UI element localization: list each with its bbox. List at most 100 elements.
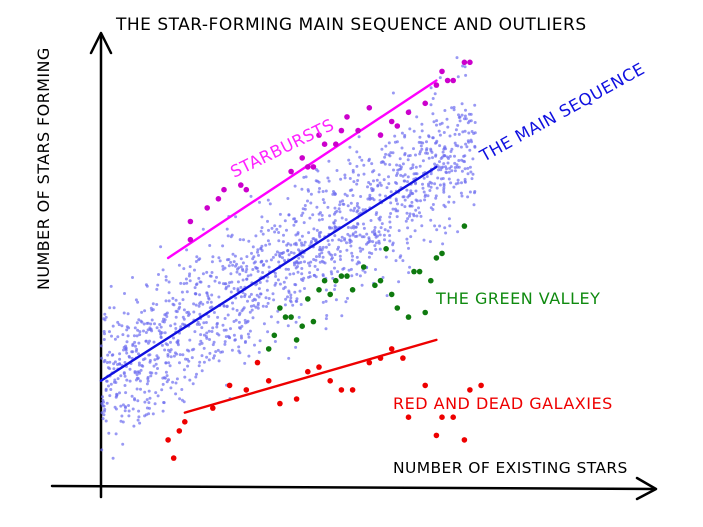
main-sequence-point xyxy=(278,282,282,286)
main-sequence-point xyxy=(443,109,447,112)
main-sequence-point xyxy=(447,157,450,160)
red-and-dead-galaxies-point xyxy=(388,346,395,352)
main-sequence-point xyxy=(215,321,219,325)
main-sequence-point xyxy=(266,330,270,334)
main-sequence-point xyxy=(394,199,398,203)
main-sequence-point xyxy=(469,112,473,116)
main-sequence-point xyxy=(414,208,418,212)
main-sequence-point xyxy=(418,150,422,154)
main-sequence-point xyxy=(339,239,343,243)
main-sequence-point xyxy=(434,194,438,198)
main-sequence-point xyxy=(419,214,423,218)
main-sequence-point xyxy=(333,266,336,270)
main-sequence-point xyxy=(238,351,242,355)
red-and-dead-galaxies-point xyxy=(327,378,334,384)
main-sequence-point xyxy=(127,409,131,413)
main-sequence-point xyxy=(456,178,460,182)
main-sequence-point xyxy=(405,237,409,241)
main-sequence-point xyxy=(433,224,437,228)
main-sequence-point xyxy=(411,163,415,167)
main-sequence-point xyxy=(403,173,407,177)
the-green-valley-point xyxy=(405,314,412,320)
main-sequence-point xyxy=(453,141,457,145)
main-sequence-point xyxy=(435,186,439,190)
main-sequence-point xyxy=(469,119,473,123)
main-sequence-point xyxy=(378,247,382,251)
main-sequence-point xyxy=(155,354,159,358)
main-sequence-point xyxy=(256,306,260,310)
main-sequence-point xyxy=(292,217,296,221)
main-sequence-point xyxy=(399,173,403,177)
main-sequence-point xyxy=(341,267,345,271)
main-sequence-point xyxy=(245,264,249,268)
main-sequence-point xyxy=(389,151,393,155)
the-green-valley-point xyxy=(338,273,345,279)
main-sequence-point xyxy=(169,386,173,390)
main-sequence-point xyxy=(326,176,330,180)
main-sequence-point xyxy=(380,147,384,151)
main-sequence-point xyxy=(431,97,435,100)
main-sequence-point xyxy=(441,165,445,169)
main-sequence-point xyxy=(318,235,322,239)
main-sequence-point xyxy=(450,106,454,110)
main-sequence-point xyxy=(456,123,460,127)
main-sequence-point xyxy=(300,241,303,245)
main-sequence-point xyxy=(200,369,204,373)
main-sequence-point xyxy=(333,206,337,210)
main-sequence-point xyxy=(131,350,135,354)
main-sequence-point xyxy=(435,139,439,143)
main-sequence-point xyxy=(102,338,106,341)
main-sequence-point xyxy=(381,276,385,279)
red-and-dead-galaxies-point xyxy=(405,414,412,421)
main-sequence-point xyxy=(408,214,411,218)
the-green-valley-point xyxy=(282,314,289,320)
main-sequence-point xyxy=(278,251,282,255)
main-sequence-point xyxy=(455,163,459,167)
main-sequence-point xyxy=(412,212,415,216)
main-sequence-point xyxy=(200,354,204,358)
main-sequence-point xyxy=(210,330,214,333)
main-sequence-point xyxy=(266,239,270,243)
starbursts-point xyxy=(422,100,429,107)
main-sequence-point xyxy=(285,243,289,247)
main-sequence-point xyxy=(246,319,250,323)
main-sequence-point xyxy=(202,321,206,325)
red-and-dead-galaxies-point xyxy=(422,382,429,389)
main-sequence-point xyxy=(348,145,352,149)
annotation-main-sequence: THE MAIN SEQUENCE xyxy=(476,59,648,166)
main-sequence-point xyxy=(286,197,290,200)
the-green-valley-point xyxy=(422,309,429,316)
main-sequence-point xyxy=(397,280,401,284)
main-sequence-point xyxy=(435,123,438,127)
main-sequence-point xyxy=(180,290,184,294)
main-sequence-point xyxy=(420,147,424,151)
red-and-dead-galaxies-point xyxy=(254,359,261,366)
main-sequence-point xyxy=(136,418,140,422)
main-sequence-point xyxy=(286,249,290,253)
main-sequence-point xyxy=(466,166,470,170)
main-sequence-point xyxy=(422,176,426,180)
main-sequence-point xyxy=(201,227,205,231)
main-sequence-point xyxy=(249,194,253,198)
y-axis-arrowhead xyxy=(89,31,113,55)
main-sequence-point xyxy=(113,360,117,364)
main-sequence-point xyxy=(151,302,155,306)
main-sequence-point xyxy=(251,316,255,320)
main-sequence-point xyxy=(258,200,261,204)
main-sequence-point xyxy=(266,198,270,202)
main-sequence-point xyxy=(116,320,120,324)
main-sequence-point xyxy=(149,374,153,378)
main-sequence-point xyxy=(329,270,333,274)
main-sequence-point xyxy=(359,195,363,198)
main-sequence-point xyxy=(214,350,218,354)
main-sequence-point xyxy=(201,302,205,306)
main-sequence-point xyxy=(433,92,437,96)
main-sequence-point xyxy=(282,280,286,284)
main-sequence-point xyxy=(294,345,298,349)
main-sequence-point xyxy=(342,202,346,206)
main-sequence-point xyxy=(177,263,181,267)
main-sequence-point xyxy=(182,267,186,271)
main-sequence-point xyxy=(326,239,330,243)
main-sequence-point xyxy=(119,374,123,378)
starbursts-point xyxy=(288,168,294,175)
